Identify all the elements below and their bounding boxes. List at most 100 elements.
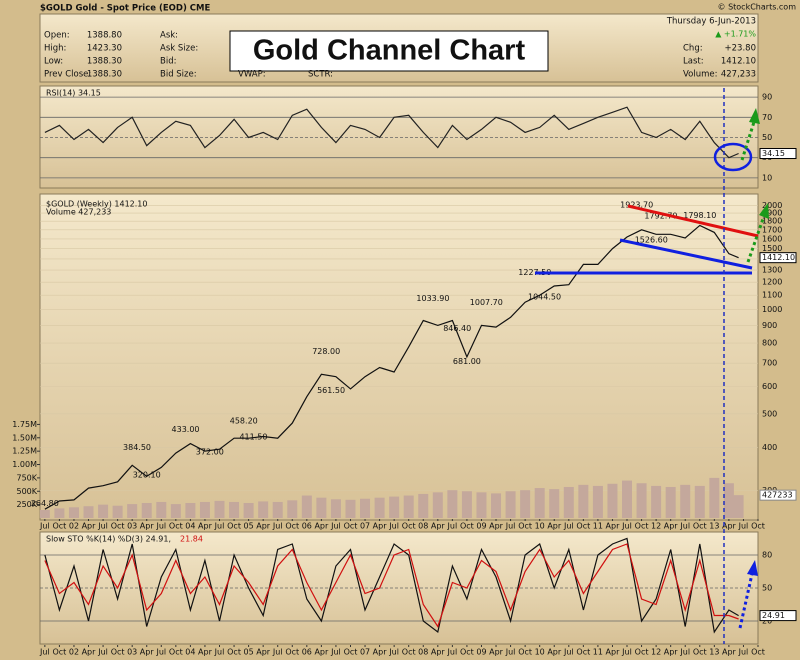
volume-bar	[83, 506, 94, 518]
y-tick-label: 90	[762, 93, 772, 102]
volume-bar	[578, 484, 589, 518]
price-annotation: 411.50	[239, 433, 267, 442]
x-tick-label: Oct	[693, 522, 707, 531]
field-label: Volume:	[683, 70, 717, 80]
x-tick-label: 02	[69, 522, 79, 531]
x-tick-label: Oct	[402, 522, 416, 531]
price-annotation: 1227.50	[518, 268, 551, 277]
field-label: Last:	[683, 57, 704, 67]
x-tick-label: Jul	[505, 522, 516, 531]
field-value: 1388.30	[87, 57, 122, 67]
series-line	[44, 106, 739, 159]
y2-tick-label: 250K	[16, 500, 37, 509]
volume-bar	[54, 508, 65, 518]
y2-tick-label: 500K	[16, 487, 37, 496]
x-tick-label: Oct	[285, 648, 299, 657]
price-annotation: 264.80	[31, 499, 59, 508]
price-annotation: 561.50	[317, 386, 345, 395]
last-value-box	[759, 610, 797, 622]
y-tick-label: 50	[762, 133, 772, 142]
x-tick-label: 05	[244, 522, 254, 531]
field-label: Bid:	[160, 57, 176, 67]
x-tick-label: Oct	[460, 522, 474, 531]
x-tick-label: Apr	[489, 522, 504, 531]
x-tick-label: 05	[244, 648, 254, 657]
x-tick-label: 10	[535, 522, 545, 531]
x-tick-label: Jul	[738, 522, 749, 531]
volume-bar	[461, 491, 472, 518]
x-tick-label: Oct	[751, 648, 765, 657]
x-tick-label: Jul	[214, 648, 225, 657]
y-tick-label: 70	[762, 113, 772, 122]
last-value-box	[759, 489, 797, 501]
x-tick-label: Apr	[314, 648, 329, 657]
price-annotation: 728.00	[312, 347, 340, 356]
x-tick-label: Apr	[198, 522, 213, 531]
last-value-label: 427233	[762, 491, 793, 500]
x-tick-label: Apr	[431, 522, 446, 531]
x-tick-label: Jul	[679, 648, 690, 657]
volume-bar	[301, 495, 312, 518]
x-tick-label: 06	[302, 522, 312, 531]
volume-bar	[723, 483, 734, 518]
x-tick-label: Apr	[373, 522, 388, 531]
x-tick-label: Apr	[82, 522, 97, 531]
x-tick-label: Jul	[330, 648, 341, 657]
banner-box	[229, 30, 549, 72]
field-value: 427,233	[721, 70, 756, 80]
volume-bar	[199, 501, 210, 518]
x-tick-label: Apr	[256, 522, 271, 531]
panel-title: $GOLD (Weekly) 1412.10	[46, 200, 148, 209]
y-tick-label: 800	[762, 339, 777, 348]
x-tick-label: Jul	[621, 648, 632, 657]
y2-tick-label: 1.75M	[12, 420, 37, 429]
y-tick-label: 700	[762, 359, 777, 368]
x-tick-label: Jul	[97, 522, 108, 531]
x-tick-label: Oct	[285, 522, 299, 531]
price-annotation: 372.00	[196, 448, 224, 457]
x-tick-label: Jul	[214, 522, 225, 531]
x-tick-label: Jul	[272, 522, 283, 531]
last-value-box	[759, 148, 797, 160]
x-tick-label: 08	[418, 648, 428, 657]
y-tick-label: 50	[762, 584, 772, 593]
volume-bar	[534, 488, 545, 518]
price-annotation: 681.00	[453, 357, 481, 366]
volume-bar	[287, 500, 298, 518]
volume-bar	[651, 485, 662, 518]
x-tick-label: Oct	[227, 648, 241, 657]
x-tick-label: Oct	[751, 522, 765, 531]
price-annotation: 1044.50	[528, 293, 561, 302]
date: Thursday 6-Jun-2013	[666, 17, 756, 27]
price-annotation: 458.20	[230, 416, 258, 425]
trend-line-red	[627, 204, 759, 238]
last-value-label: 34.15	[762, 149, 785, 158]
x-tick-label: Jul	[272, 648, 283, 657]
x-tick-label: Apr	[664, 648, 679, 657]
x-tick-label: 06	[302, 648, 312, 657]
x-tick-label: Oct	[111, 648, 125, 657]
x-tick-label: Apr	[198, 648, 213, 657]
x-tick-label: Apr	[489, 648, 504, 657]
volume-bar	[316, 497, 327, 518]
x-tick-label: 11	[593, 648, 603, 657]
x-tick-label: Apr	[606, 522, 621, 531]
volume-bar	[185, 503, 196, 518]
y-tick-label: 1900	[762, 209, 782, 218]
price-annotation: 1526.60	[635, 235, 668, 244]
x-tick-label: Jul	[679, 522, 690, 531]
x-tick-label: Jul	[39, 522, 50, 531]
x-tick-label: Apr	[722, 522, 737, 531]
x-tick-label: Jul	[388, 522, 399, 531]
x-tick-label: Oct	[344, 522, 358, 531]
series-line	[44, 224, 739, 510]
volume-bar	[170, 504, 181, 518]
field-value: 1388.80	[87, 31, 122, 41]
volume-bar	[592, 485, 603, 518]
volume-bar	[636, 483, 647, 518]
volume-bar	[694, 485, 705, 518]
x-tick-label: Oct	[693, 648, 707, 657]
x-tick-label: Apr	[664, 522, 679, 531]
banner: Gold Channel Chart	[253, 35, 526, 67]
